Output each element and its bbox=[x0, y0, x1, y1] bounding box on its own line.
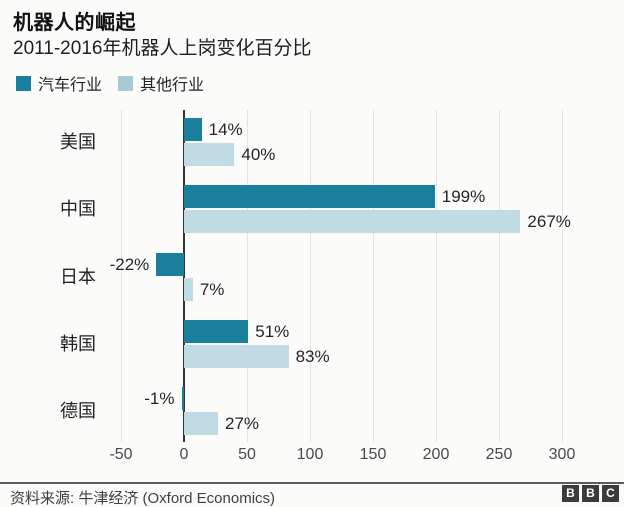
legend-item-1: 其他行业 bbox=[118, 71, 204, 95]
bbc-logo-block-1: B bbox=[582, 485, 599, 502]
value-label: 199% bbox=[441, 187, 486, 207]
bar-韩国-汽车行业 bbox=[184, 319, 249, 343]
x-axis-tick-label: 300 bbox=[548, 446, 576, 463]
gridline bbox=[561, 110, 563, 442]
value-label: -22% bbox=[109, 254, 150, 274]
gridline bbox=[435, 110, 437, 442]
source-note: 资料来源: 牛津经济 (Oxford Economics) bbox=[10, 490, 276, 507]
bbc-logo-block-0: B bbox=[562, 485, 579, 502]
value-label: 83% bbox=[295, 346, 330, 366]
bar-中国-汽车行业 bbox=[184, 185, 435, 209]
gridline bbox=[498, 110, 500, 442]
x-axis-tick-label: 250 bbox=[485, 446, 513, 463]
x-axis-tick-label: 0 bbox=[179, 446, 189, 463]
gridline bbox=[372, 110, 374, 442]
value-label: 14% bbox=[208, 120, 243, 139]
x-axis-tick-label: 50 bbox=[238, 446, 256, 463]
category-label-日本: 日本 bbox=[60, 266, 96, 287]
gridline bbox=[309, 110, 311, 442]
bar-韩国-其他行业 bbox=[184, 344, 289, 368]
gridline bbox=[120, 110, 122, 442]
x-axis-tick-label: -50 bbox=[109, 446, 133, 463]
plot-area: 14% 40% 美国 199% 267% 中国 -22% 7% 日本 51% 83% 韩国 -1% 27%… bbox=[0, 110, 624, 463]
bar-美国-其他行业 bbox=[184, 143, 235, 166]
x-axis-tick-label: 200 bbox=[422, 446, 450, 463]
bar-日本-其他行业 bbox=[184, 277, 193, 301]
bar-中国-其他行业 bbox=[184, 210, 521, 234]
bar-日本-汽车行业 bbox=[156, 252, 184, 276]
legend-swatch-icon bbox=[16, 75, 31, 91]
category-label-德国: 德国 bbox=[60, 401, 96, 421]
x-axis-tick-label: 150 bbox=[359, 446, 387, 463]
bar-德国-其他行业 bbox=[184, 412, 219, 435]
bbc-logo-block-2: C bbox=[602, 485, 619, 502]
legend-label: 其他行业 bbox=[140, 77, 205, 94]
category-label-韩国: 韩国 bbox=[60, 333, 96, 354]
category-label-中国: 中国 bbox=[60, 199, 96, 220]
value-label: 267% bbox=[527, 212, 571, 232]
value-label: 27% bbox=[225, 414, 260, 433]
category-label-美国: 美国 bbox=[60, 132, 96, 152]
value-label: -1% bbox=[144, 389, 175, 408]
legend-label: 汽车行业 bbox=[38, 77, 103, 94]
gridline bbox=[246, 110, 248, 442]
bar-美国-汽车行业 bbox=[184, 118, 202, 141]
legend-swatch-icon bbox=[118, 75, 134, 91]
footer-divider bbox=[0, 482, 624, 484]
value-label: 40% bbox=[241, 145, 276, 164]
legend-item-0: 汽车行业 bbox=[16, 71, 102, 95]
zero-axis-line bbox=[183, 110, 185, 442]
value-label: 7% bbox=[199, 279, 225, 299]
x-axis-tick-label: 100 bbox=[296, 446, 324, 463]
chart-subtitle: 2011-2016年机器人上岗变化百分比 bbox=[13, 38, 312, 59]
bar-德国-汽车行业 bbox=[181, 387, 184, 410]
chart-title: 机器人的崛起 bbox=[13, 12, 136, 34]
legend: 汽车行业 其他行业 bbox=[16, 71, 204, 95]
value-label: 51% bbox=[255, 321, 290, 341]
